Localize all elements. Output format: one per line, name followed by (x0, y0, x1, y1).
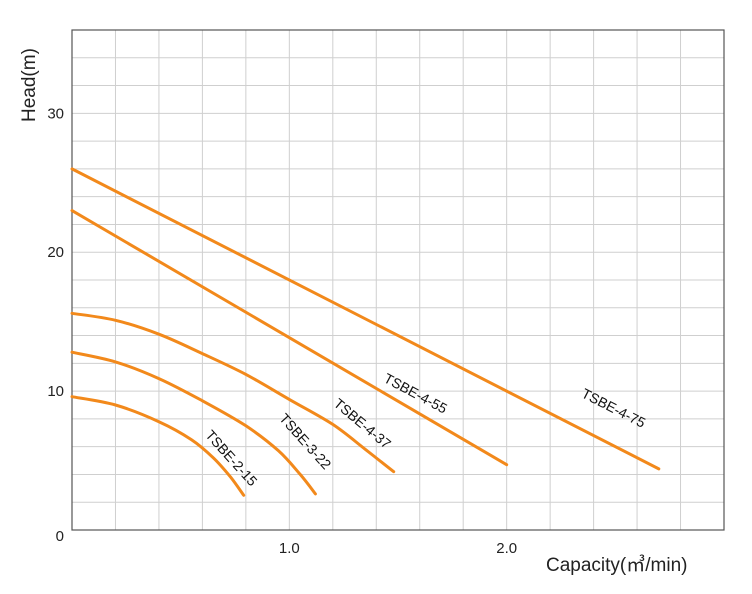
x-tick-label: 2.0 (496, 540, 517, 557)
curve-tsbe-4-55 (70, 209, 509, 467)
y-tick-label: 30 (47, 105, 64, 122)
grid (72, 30, 724, 530)
x-tick-label: 1.0 (279, 540, 300, 557)
series-label-tsbe-4-55: TSBE-4-55 (381, 370, 450, 417)
y-tick-label: 10 (47, 383, 64, 400)
tick-labels: 1.0 2.0 10 20 30 (47, 105, 517, 557)
series-label-tsbe-4-37: TSBE-4-37 (331, 395, 394, 452)
y-axis-title: Head(m) (19, 48, 40, 122)
series-label-tsbe-4-75: TSBE-4-75 (579, 385, 648, 431)
curve-tsbe-4-37 (70, 311, 396, 474)
plot-frame (71, 29, 725, 531)
y-tick-label: 20 (47, 244, 64, 261)
curve-tsbe-2-15 (70, 395, 246, 497)
curves (70, 167, 661, 497)
curve-tsbe-3-22 (70, 350, 317, 496)
origin-label: 0 (56, 528, 64, 545)
x-axis-title: Capacity(㎥/min) (546, 554, 687, 576)
curve-tsbe-4-75 (70, 167, 661, 471)
